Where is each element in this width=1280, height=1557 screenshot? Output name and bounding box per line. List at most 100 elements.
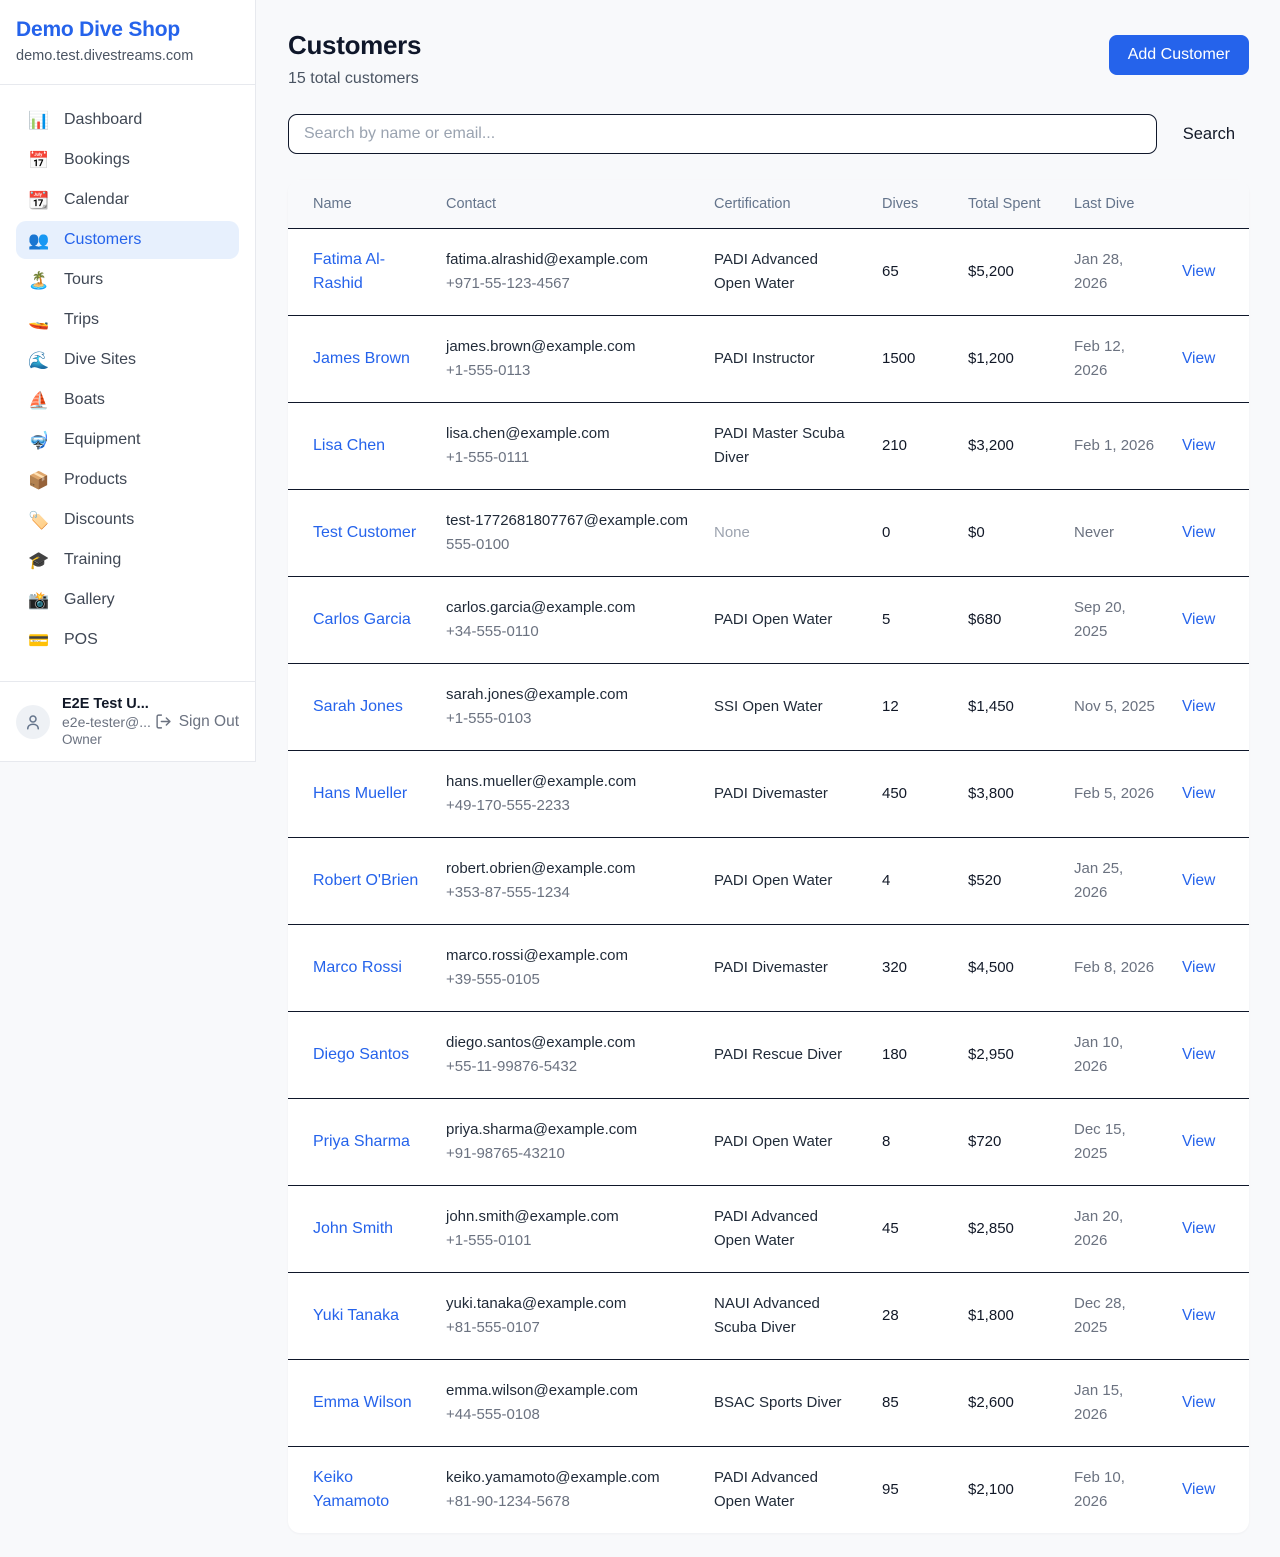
sidebar-nav: 📊 Dashboard 📅 Bookings 📆 Calendar 👥 Cust… xyxy=(0,85,255,671)
view-customer-link[interactable]: View xyxy=(1182,785,1216,803)
customer-last-dive: Nov 5, 2025 xyxy=(1074,698,1155,716)
add-customer-button[interactable]: Add Customer xyxy=(1108,35,1249,75)
customer-total-spent: $2,600 xyxy=(968,1394,1014,1412)
sidebar-item-training[interactable]: 🎓 Training xyxy=(28,550,122,570)
customer-name-link[interactable]: Keiko Yamamoto xyxy=(313,1469,390,1511)
customer-name-link[interactable]: Emma Wilson xyxy=(313,1394,412,1412)
customer-phone: +49-170-555-2233 xyxy=(446,797,570,815)
customer-name-link[interactable]: Marco Rossi xyxy=(313,959,402,977)
customer-total-spent: $1,200 xyxy=(968,350,1014,368)
products-icon: 📦 xyxy=(28,470,50,490)
customer-certification: PADI Divemaster xyxy=(714,959,828,977)
customer-email: james.brown@example.com xyxy=(446,338,636,356)
table-row: Keiko Yamamoto keiko.yamamoto@example.co… xyxy=(288,1447,1249,1534)
customer-name-link[interactable]: Test Customer xyxy=(313,524,417,542)
customer-dives: 1500 xyxy=(882,350,916,368)
user-role: Owner xyxy=(62,732,102,747)
view-customer-link[interactable]: View xyxy=(1182,1133,1216,1151)
view-customer-link[interactable]: View xyxy=(1182,1481,1216,1499)
trips-icon: 🚤 xyxy=(28,310,50,330)
sidebar-item-dive-sites[interactable]: 🌊 Dive Sites xyxy=(28,350,137,370)
sidebar-item-products[interactable]: 📦 Products xyxy=(28,470,128,490)
sidebar-item-pos[interactable]: 💳 POS xyxy=(28,630,98,650)
customer-name-link[interactable]: Lisa Chen xyxy=(313,437,386,455)
sidebar-item-equipment[interactable]: 🤿 Equipment xyxy=(28,430,141,450)
customer-name-link[interactable]: Robert O'Brien xyxy=(313,872,419,890)
page-header: Customers 15 total customers Add Custome… xyxy=(288,30,1249,88)
customer-name-link[interactable]: Priya Sharma xyxy=(313,1133,410,1151)
view-customer-link[interactable]: View xyxy=(1182,698,1216,716)
table-row: Carlos Garcia carlos.garcia@example.com … xyxy=(288,577,1249,664)
table-row: James Brown james.brown@example.com +1-5… xyxy=(288,316,1249,403)
sign-out-icon xyxy=(156,714,171,729)
customers-table: Name Contact Certification Dives Total S… xyxy=(288,180,1249,1533)
customer-phone: +971-55-123-4567 xyxy=(446,275,570,293)
customer-name-link[interactable]: James Brown xyxy=(313,350,410,368)
customer-name-link[interactable]: Sarah Jones xyxy=(313,698,403,716)
column-header-total-spent: Total Spent xyxy=(956,180,1062,229)
customer-phone: +1-555-0113 xyxy=(446,362,531,380)
customer-certification: PADI Open Water xyxy=(714,872,833,890)
sidebar-item-dashboard[interactable]: 📊 Dashboard xyxy=(28,110,143,130)
view-customer-link[interactable]: View xyxy=(1182,611,1216,629)
page-title: Customers xyxy=(288,30,422,60)
customer-dives: 180 xyxy=(882,1046,908,1064)
customer-total-spent: $680 xyxy=(968,611,1002,629)
view-customer-link[interactable]: View xyxy=(1182,1046,1216,1064)
view-customer-link[interactable]: View xyxy=(1182,350,1216,368)
customer-certification: PADI Advanced Open Water xyxy=(714,1469,818,1511)
customer-email: lisa.chen@example.com xyxy=(446,425,610,443)
customer-email: sarah.jones@example.com xyxy=(446,686,628,704)
sidebar-item-customers[interactable]: 👥 Customers xyxy=(16,221,239,259)
customer-name-link[interactable]: John Smith xyxy=(313,1220,394,1238)
customer-phone: +91-98765-43210 xyxy=(446,1145,565,1163)
customer-total-spent: $2,100 xyxy=(968,1481,1014,1499)
customer-count: 15 total customers xyxy=(288,70,419,87)
view-customer-link[interactable]: View xyxy=(1182,1394,1216,1412)
customer-dives: 8 xyxy=(882,1133,891,1151)
customer-phone: +39-555-0105 xyxy=(446,971,540,989)
customer-certification: BSAC Sports Diver xyxy=(714,1394,842,1412)
view-customer-link[interactable]: View xyxy=(1182,263,1216,281)
customer-total-spent: $3,800 xyxy=(968,785,1014,803)
view-customer-link[interactable]: View xyxy=(1182,1307,1216,1325)
customer-name-link[interactable]: Carlos Garcia xyxy=(313,611,411,629)
gallery-icon: 📸 xyxy=(28,590,50,610)
view-customer-link[interactable]: View xyxy=(1182,1220,1216,1238)
sidebar: Demo Dive Shop demo.test.divestreams.com… xyxy=(0,0,256,762)
avatar xyxy=(16,704,50,739)
search-button[interactable]: Search xyxy=(1169,117,1249,152)
customer-email: emma.wilson@example.com xyxy=(446,1382,638,1400)
customer-name-link[interactable]: Fatima Al-Rashid xyxy=(313,251,386,293)
customer-last-dive: Jan 25, 2026 xyxy=(1074,860,1124,902)
sidebar-item-discounts[interactable]: 🏷️ Discounts xyxy=(28,510,135,530)
view-customer-link[interactable]: View xyxy=(1182,872,1216,890)
main-content: Customers 15 total customers Add Custome… xyxy=(256,0,1280,1557)
sidebar-item-calendar[interactable]: 📆 Calendar xyxy=(28,190,129,210)
sign-out-button[interactable]: Sign Out xyxy=(155,713,239,731)
discounts-icon: 🏷️ xyxy=(28,510,50,530)
view-customer-link[interactable]: View xyxy=(1182,959,1216,977)
view-customer-link[interactable]: View xyxy=(1182,437,1216,455)
customer-name-link[interactable]: Diego Santos xyxy=(313,1046,410,1064)
customer-name-link[interactable]: Hans Mueller xyxy=(313,785,408,803)
customer-email: hans.mueller@example.com xyxy=(446,773,637,791)
shop-title[interactable]: Demo Dive Shop xyxy=(16,18,181,41)
sidebar-item-trips[interactable]: 🚤 Trips xyxy=(28,310,99,330)
table-row: Fatima Al-Rashid fatima.alrashid@example… xyxy=(288,229,1249,316)
search-input[interactable] xyxy=(288,114,1157,154)
sidebar-item-tours[interactable]: 🏝️ Tours xyxy=(28,270,104,290)
shop-domain: demo.test.divestreams.com xyxy=(16,48,194,64)
customer-email: robert.obrien@example.com xyxy=(446,860,636,878)
customer-certification: PADI Advanced Open Water xyxy=(714,1208,818,1250)
table-row: Diego Santos diego.santos@example.com +5… xyxy=(288,1012,1249,1099)
customer-last-dive: Feb 10, 2026 xyxy=(1074,1469,1125,1511)
sidebar-item-boats[interactable]: ⛵ Boats xyxy=(28,390,105,410)
customer-name-link[interactable]: Yuki Tanaka xyxy=(313,1307,399,1325)
sidebar-item-gallery[interactable]: 📸 Gallery xyxy=(28,590,115,610)
view-customer-link[interactable]: View xyxy=(1182,524,1216,542)
sidebar-item-bookings[interactable]: 📅 Bookings xyxy=(28,150,130,170)
user-section: E2E Test U... e2e-tester@... Owner Sign … xyxy=(0,681,255,761)
table-row: Lisa Chen lisa.chen@example.com +1-555-0… xyxy=(288,403,1249,490)
customer-email: test-1772681807767@example.com xyxy=(446,512,689,530)
